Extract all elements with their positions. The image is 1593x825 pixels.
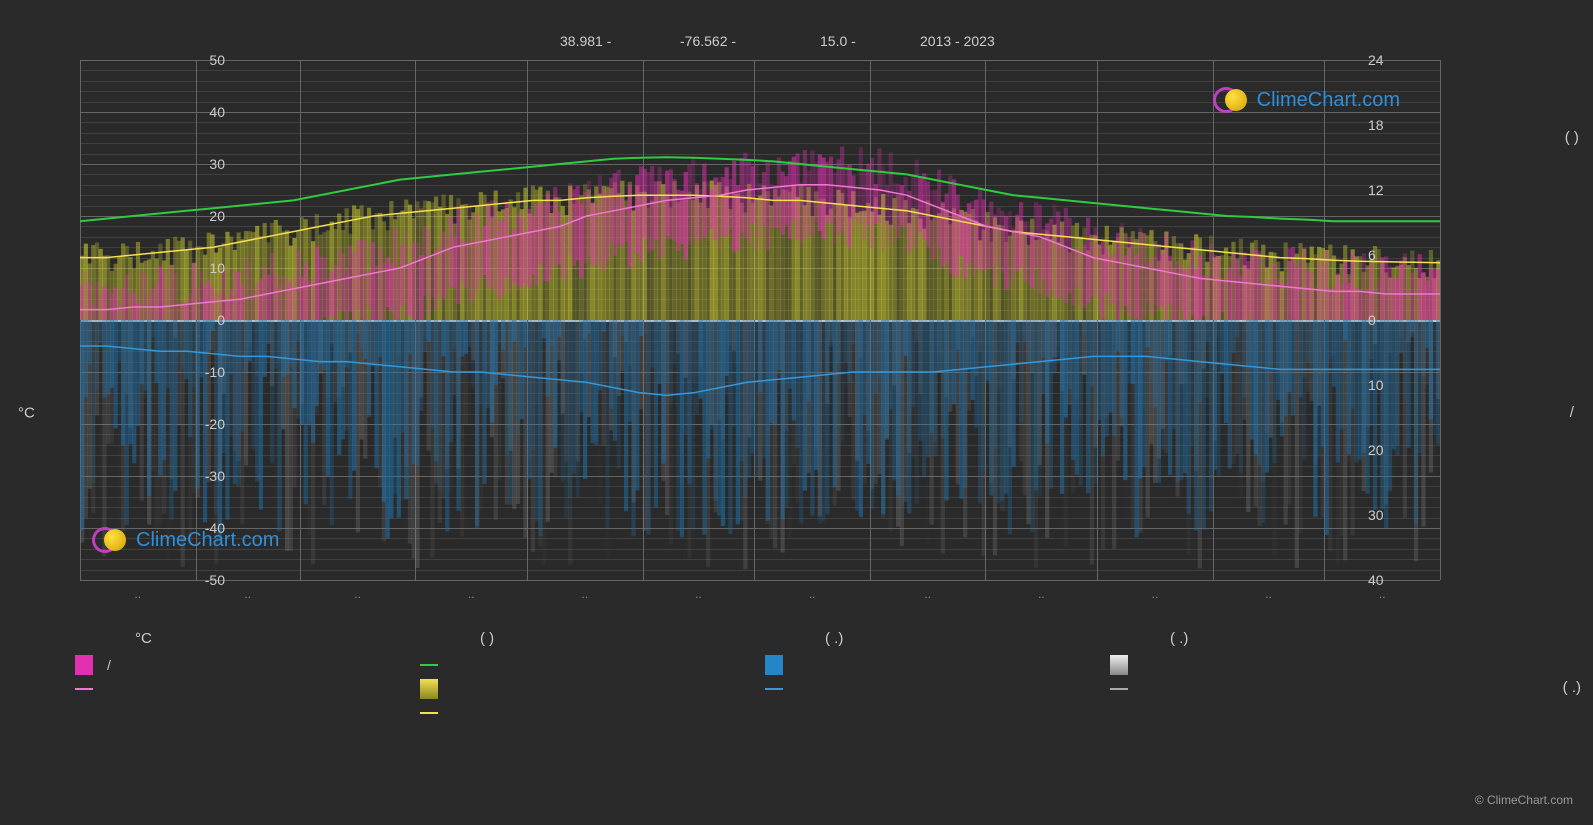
x-tick: .. xyxy=(244,587,251,601)
y-tick-right: 0 xyxy=(1368,312,1408,328)
legend-item xyxy=(765,653,1090,677)
x-tick: .. xyxy=(1038,587,1045,601)
y-tick-left: -10 xyxy=(185,364,225,380)
y-tick-right: 12 xyxy=(1368,182,1408,198)
legend-header: ( .) xyxy=(1110,630,1435,647)
x-tick: .. xyxy=(924,587,931,601)
y-tick-right: 6 xyxy=(1368,247,1408,263)
legend-swatch xyxy=(1110,655,1128,675)
logo-icon xyxy=(92,525,128,555)
y-axis-left-title: °C xyxy=(18,404,35,421)
copyright: © ClimeChart.com xyxy=(1475,793,1573,807)
y-tick-left: -20 xyxy=(185,416,225,432)
logo-icon xyxy=(1213,85,1249,115)
y-tick-right: 10 xyxy=(1368,377,1408,393)
x-tick: .. xyxy=(1265,587,1272,601)
x-tick: .. xyxy=(1379,587,1386,601)
y-tick-left: 0 xyxy=(185,312,225,328)
legend-swatch xyxy=(765,655,783,675)
legend-item xyxy=(420,701,745,725)
legend-swatch xyxy=(75,688,93,690)
legend-header: ( ) xyxy=(420,630,745,647)
y-axis-right-labels: ( ) / ( .) xyxy=(1563,0,1581,825)
x-tick: .. xyxy=(809,587,816,601)
legend-item xyxy=(420,653,745,677)
legend-swatch xyxy=(420,679,438,699)
legend-item xyxy=(1110,677,1435,701)
header-years: 2013 - 2023 xyxy=(920,33,995,49)
header-elev: 15.0 - xyxy=(820,33,856,49)
legend-item xyxy=(765,677,1090,701)
y-tick-right: 30 xyxy=(1368,507,1408,523)
watermark-text: ClimeChart.com xyxy=(1257,89,1400,112)
y-tick-left: -40 xyxy=(185,520,225,536)
legend-swatch xyxy=(1110,688,1128,690)
legend-swatch xyxy=(420,664,438,666)
x-tick: .. xyxy=(468,587,475,601)
legend-header: ( .) xyxy=(765,630,1090,647)
y-tick-left: 20 xyxy=(185,208,225,224)
y-tick-left: -50 xyxy=(185,572,225,588)
y-tick-left: -30 xyxy=(185,468,225,484)
x-tick: .. xyxy=(582,587,589,601)
legend: °C / ( ) ( .) ( .) xyxy=(75,630,1435,725)
y-tick-left: 40 xyxy=(185,104,225,120)
y-tick-left: 50 xyxy=(185,52,225,68)
legend-item xyxy=(1110,653,1435,677)
legend-item: / xyxy=(75,653,400,677)
x-tick: .. xyxy=(1152,587,1159,601)
y-tick-left: 30 xyxy=(185,156,225,172)
y-tick-right: 20 xyxy=(1368,442,1408,458)
x-tick: .. xyxy=(354,587,361,601)
y-tick-right: 18 xyxy=(1368,117,1408,133)
header-lat: 38.981 - xyxy=(560,33,611,49)
legend-header: °C xyxy=(75,630,400,647)
watermark-top: ClimeChart.com xyxy=(1213,85,1400,115)
y-tick-left: 10 xyxy=(185,260,225,276)
legend-swatch xyxy=(420,712,438,714)
x-tick: .. xyxy=(134,587,141,601)
legend-swatch xyxy=(765,688,783,690)
climate-chart: ClimeChart.com ClimeChart.com xyxy=(80,60,1440,580)
legend-item xyxy=(75,677,400,701)
legend-swatch xyxy=(75,655,93,675)
header-lon: -76.562 - xyxy=(680,33,736,49)
y-tick-right: 24 xyxy=(1368,52,1408,68)
y-tick-right: 40 xyxy=(1368,572,1408,588)
legend-item xyxy=(420,677,745,701)
x-tick: .. xyxy=(695,587,702,601)
